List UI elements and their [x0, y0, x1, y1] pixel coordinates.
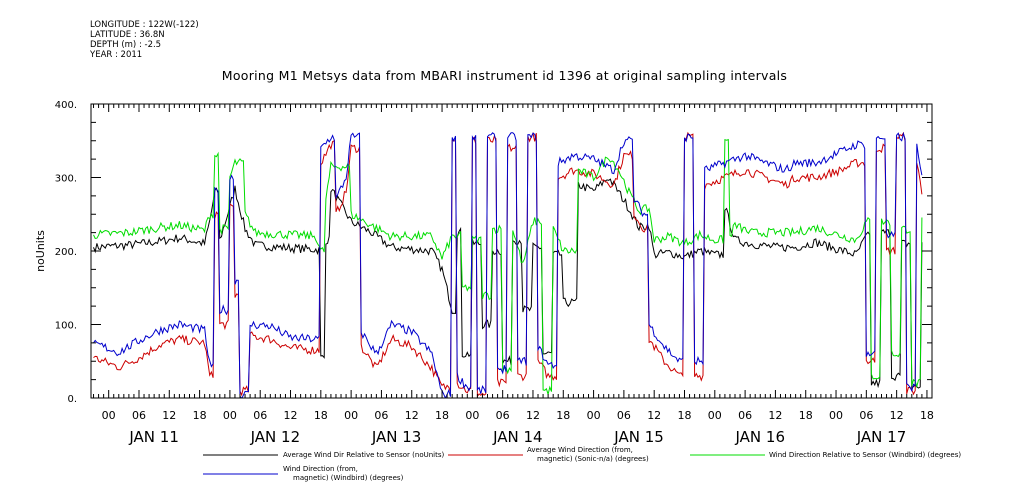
x-tick-label: 18 [314, 409, 328, 422]
y-tick-label: 400. [55, 100, 77, 111]
x-tick-label: 00 [102, 409, 116, 422]
x-tick-label: 00 [465, 409, 479, 422]
x-tick-label: 12 [647, 409, 661, 422]
x-tick-label: 12 [284, 409, 298, 422]
x-tick-label: 06 [859, 409, 873, 422]
x-tick-label: 00 [223, 409, 237, 422]
x-tick-label: 18 [920, 409, 934, 422]
legend-label: Wind Direction (from, magnetic) (Windbird… [283, 465, 404, 482]
x-day-label: JAN 17 [856, 428, 907, 446]
chart-title: Mooring M1 Metsys data from MBARI instru… [221, 68, 788, 83]
x-tick-label: 12 [162, 409, 176, 422]
x-day-label: JAN 16 [735, 428, 786, 446]
x-tick-label: 12 [405, 409, 419, 422]
x-tick-label: 00 [587, 409, 601, 422]
x-tick-label: 06 [617, 409, 631, 422]
x-tick-label: 00 [708, 409, 722, 422]
meta-latitude: LATITUDE : 36.8N [90, 30, 165, 40]
series-line-4 [93, 131, 923, 398]
x-tick-label: 00 [344, 409, 358, 422]
legend-layer: Average Wind Dir Relative to Sensor (noU… [203, 446, 961, 482]
legend-label: Average Wind Dir Relative to Sensor (noU… [283, 451, 444, 459]
y-axis-label: noUnits [34, 230, 47, 272]
meta-depth: DEPTH (m) : -2.5 [90, 40, 162, 50]
y-tick-label: 200. [55, 247, 77, 258]
axes-layer: 0. 100. 200. 300. 400. noUnits 00 06 12 18 00 06 12 1… [34, 100, 934, 446]
y-tick-label: 0. [67, 394, 77, 405]
legend-label: Average Wind Direction (from, magnetic) (… [527, 446, 649, 463]
x-tick-label: 06 [253, 409, 267, 422]
series-line-1 [93, 178, 923, 390]
x-tick-label: 06 [738, 409, 752, 422]
x-day-label: JAN 13 [371, 428, 422, 446]
x-tick-label: 18 [799, 409, 813, 422]
x-tick-label: 18 [556, 409, 570, 422]
x-tick-label: 06 [496, 409, 510, 422]
y-tick-label: 300. [55, 174, 77, 185]
x-day-label: JAN 12 [250, 428, 301, 446]
x-tick-label: 06 [374, 409, 388, 422]
series-layer [93, 131, 923, 398]
metadata-block: LONGITUDE : 122W(-122) LATITUDE : 36.8N … [90, 20, 199, 60]
x-day-label: JAN 11 [128, 428, 179, 446]
x-tick-label: 00 [829, 409, 843, 422]
x-tick-label: 12 [890, 409, 904, 422]
meta-longitude: LONGITUDE : 122W(-122) [90, 20, 199, 30]
x-tick-label: 18 [677, 409, 691, 422]
series-line-3 [93, 138, 923, 397]
x-day-label: JAN 15 [613, 428, 664, 446]
y-tick-label: 100. [55, 321, 77, 332]
meta-year: YEAR : 2011 [90, 50, 143, 60]
legend-label: Wind Direction Relative to Sensor (Windb… [769, 451, 961, 459]
x-day-label: JAN 14 [492, 428, 543, 446]
x-tick-label: 18 [435, 409, 449, 422]
x-tick-label: 06 [132, 409, 146, 422]
x-tick-label: 18 [193, 409, 207, 422]
x-tick-label: 12 [768, 409, 782, 422]
x-tick-label: 12 [526, 409, 540, 422]
